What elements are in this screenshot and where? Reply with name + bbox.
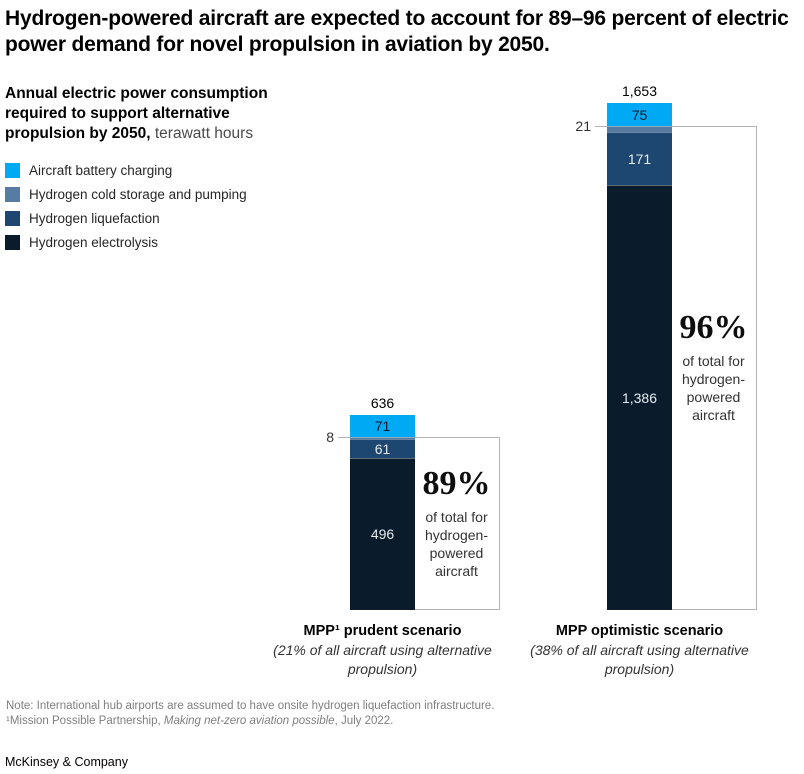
annotation-percent: 89% (422, 464, 491, 502)
legend-item: Hydrogen cold storage and pumping (5, 187, 247, 202)
footnote-source: ¹Mission Possible Partnership, Making ne… (6, 715, 394, 727)
chart-legend: Aircraft battery charging Hydrogen cold s… (5, 163, 247, 259)
chart-subtitle: Annual electric power consumption requir… (5, 84, 297, 144)
category-label: MPP¹ prudent scenario (21% of all aircraf… (268, 623, 498, 679)
annotation-description: of total for hydrogen-powered aircraft (681, 353, 746, 424)
category-name: MPP¹ prudent scenario (303, 623, 462, 639)
page-title: Hydrogen-powered aircraft are expected t… (5, 7, 789, 56)
annotation-percent: 96% (679, 309, 748, 347)
legend-label: Hydrogen electrolysis (29, 235, 159, 250)
chart-subtitle-unit: terawatt hours (150, 125, 254, 142)
bar-segment: 171 (607, 132, 672, 185)
category-label: MPP optimistic scenario (38% of all aircr… (525, 623, 755, 679)
legend-swatch-icon (5, 163, 20, 178)
category-name: MPP optimistic scenario (555, 623, 724, 639)
mckinsey-wordmark: McKinsey & Company (5, 755, 128, 769)
annotation-description: of total for hydrogen-powered aircraft (424, 508, 489, 579)
stacked-bar: 71 61 496 (350, 414, 415, 610)
category-note: (38% of all aircraft using alternative p… (530, 642, 749, 677)
hydrogen-share-annotation: 89% of total for hydrogen-powered aircraf… (415, 437, 498, 610)
legend-label: Hydrogen liquefaction (29, 211, 160, 226)
footnotes: Note: International hub airports are ass… (6, 699, 494, 729)
legend-swatch-icon (5, 211, 20, 226)
segment-value-outside: 21 (575, 118, 591, 134)
segment-value-outside: 8 (326, 428, 334, 445)
legend-swatch-icon (5, 235, 20, 250)
bar-segment: 61 (350, 439, 415, 458)
bar-total-label: 1,653 (621, 83, 658, 99)
bar-segment: 71 (350, 414, 415, 437)
stacked-bar: 75 171 1,386 (607, 103, 672, 610)
chart-subtitle-bold: Annual electric power consumption requir… (5, 85, 268, 142)
bar-total-label: 636 (370, 394, 395, 411)
bar-segment: 496 (350, 457, 415, 610)
legend-item: Hydrogen liquefaction (5, 211, 247, 226)
legend-label: Hydrogen cold storage and pumping (29, 187, 247, 202)
outside-label-tick (595, 126, 607, 127)
bar-segment (350, 436, 415, 440)
hydrogen-share-annotation: 96% of total for hydrogen-powered aircraf… (672, 126, 755, 610)
legend-swatch-icon (5, 187, 20, 202)
bar-segment: 75 (607, 103, 672, 126)
legend-item: Hydrogen electrolysis (5, 235, 247, 250)
legend-item: Aircraft battery charging (5, 163, 247, 178)
outside-label-tick (338, 436, 350, 438)
legend-label: Aircraft battery charging (29, 163, 173, 178)
footnote-note: Note: International hub airports are ass… (6, 700, 495, 712)
bar-segment: 1,386 (607, 184, 672, 610)
category-note: (21% of all aircraft using alternative p… (273, 642, 492, 677)
bar-segment (607, 126, 672, 133)
